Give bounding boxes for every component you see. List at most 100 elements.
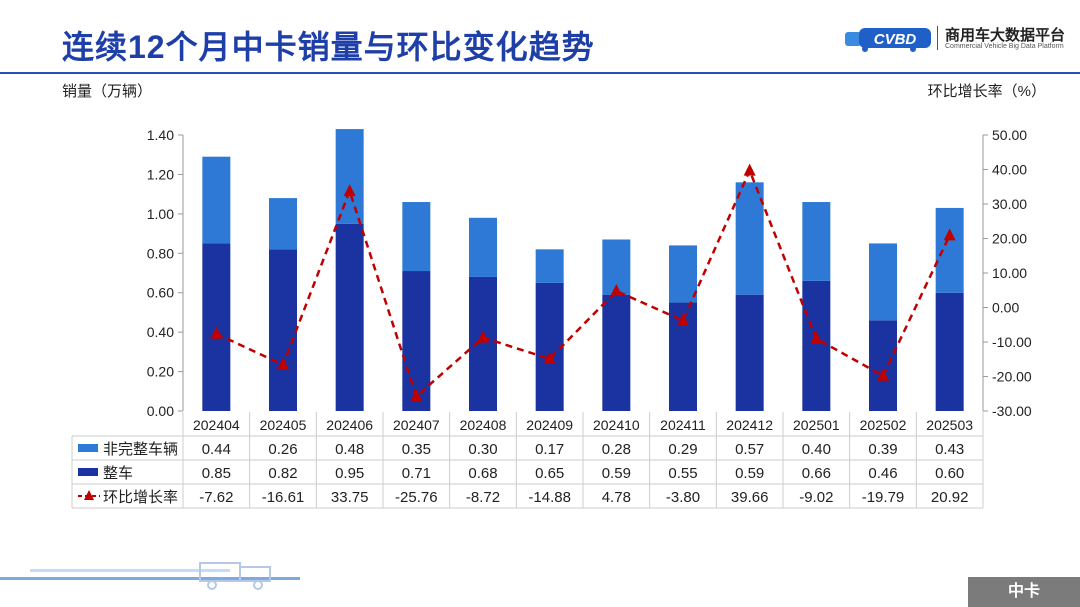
svg-text:CVBD: CVBD <box>874 31 917 48</box>
table-cell: -3.80 <box>666 489 700 506</box>
truck-logo-icon: CVBD <box>845 28 931 52</box>
x-tick-label: 202408 <box>460 417 507 433</box>
table-cell: 0.55 <box>668 465 697 482</box>
x-tick-label: 202412 <box>726 417 773 433</box>
logo-text: 商用车大数据平台 <box>945 27 1066 44</box>
y-tick-label: 0.80 <box>147 245 174 261</box>
y2-tick-label: -10.00 <box>992 334 1032 350</box>
table-cell: 0.71 <box>402 465 431 482</box>
mom-growth-point <box>677 313 689 326</box>
y2-tick-label: 40.00 <box>992 162 1027 178</box>
table-cell: 0.29 <box>668 441 697 458</box>
title-divider <box>0 72 1080 74</box>
y-tick-label: 1.20 <box>147 166 174 182</box>
bar-202412-complete <box>735 294 764 411</box>
mom-growth-point <box>877 368 889 381</box>
y-tick-label: 0.20 <box>147 364 174 380</box>
mom-growth-point <box>477 330 489 343</box>
bar-202502-complete <box>869 320 897 411</box>
bar-202409-complete <box>535 282 564 411</box>
table-cell: 0.26 <box>268 441 297 458</box>
legend-label: 非完整车辆 <box>103 441 178 458</box>
x-tick-label: 202407 <box>393 417 440 433</box>
table-cell: 0.35 <box>402 441 431 458</box>
y-tick-label: 0.00 <box>147 403 174 419</box>
table-cell: 0.59 <box>735 465 764 482</box>
table-cell: 0.28 <box>602 441 631 458</box>
bar-202411-incomplete <box>669 245 697 303</box>
bar-202408-complete <box>469 276 497 411</box>
y2-tick-label: -20.00 <box>992 369 1032 385</box>
table-cell: -16.61 <box>262 489 305 506</box>
logo-subtext: Commercial Vehicle Big Data Platform <box>945 43 1064 50</box>
bar-202408-incomplete <box>469 217 497 277</box>
x-tick-label: 202406 <box>326 417 373 433</box>
bar-202405-complete <box>269 249 297 411</box>
bar-202406-complete <box>335 223 364 411</box>
bar-202502-incomplete <box>869 243 897 321</box>
logo: CVBD 商用车大数据平台 Commercial Vehicle Big Dat… <box>845 24 1075 54</box>
table-cell: 0.40 <box>802 441 831 458</box>
bar-202405-incomplete <box>269 198 297 250</box>
y-tick-label: 0.60 <box>147 285 174 301</box>
x-tick-label: 202502 <box>860 417 907 433</box>
table-cell: 20.92 <box>931 489 969 506</box>
mom-growth-point <box>277 357 289 370</box>
y-tick-label: 1.40 <box>147 127 174 143</box>
legend-label: 环比增长率 <box>103 489 178 506</box>
y2-tick-label: 0.00 <box>992 300 1019 316</box>
y-tick-label: 1.00 <box>147 206 174 222</box>
table-cell: 0.43 <box>935 441 964 458</box>
table-cell: -7.62 <box>199 489 233 506</box>
mom-growth-point <box>743 163 756 176</box>
bar-202410-complete <box>602 294 631 411</box>
x-tick-label: 202503 <box>926 417 973 433</box>
table-cell: 0.17 <box>535 441 564 458</box>
y2-tick-label: 50.00 <box>992 127 1027 143</box>
x-tick-label: 202410 <box>593 417 640 433</box>
y2-tick-label: 10.00 <box>992 265 1027 281</box>
table-cell: 0.46 <box>868 465 897 482</box>
table-cell: -9.02 <box>799 489 833 506</box>
table-cell: 0.48 <box>335 441 364 458</box>
table-cell: 0.95 <box>335 465 364 482</box>
mom-growth-point <box>943 228 956 241</box>
mom-growth-point <box>410 389 423 402</box>
mom-growth-point <box>810 331 823 344</box>
bar-202412-incomplete <box>735 182 764 295</box>
mom-growth-point <box>610 284 623 297</box>
table-cell: 33.75 <box>331 489 369 506</box>
legend-triangle-icon <box>84 490 94 500</box>
y2-tick-label: 30.00 <box>992 196 1027 212</box>
legend-swatch-icon <box>78 444 98 452</box>
truck-decoration-icon <box>0 562 300 590</box>
x-tick-label: 202405 <box>260 417 307 433</box>
table-cell: 0.85 <box>202 465 231 482</box>
legend-label: 整车 <box>103 465 133 482</box>
table-cell: 0.44 <box>202 441 231 458</box>
table-cell: 0.39 <box>868 441 897 458</box>
bar-202407-complete <box>402 271 431 411</box>
y2-tick-label: 20.00 <box>992 231 1027 247</box>
y-axis-label: 销量（万辆） <box>62 83 153 100</box>
x-tick-label: 202411 <box>660 417 706 433</box>
table-cell: -25.76 <box>395 489 438 506</box>
table-cell: 0.59 <box>602 465 631 482</box>
table-cell: 0.30 <box>468 441 497 458</box>
bar-202503-incomplete <box>935 207 964 293</box>
bar-202501-complete <box>802 280 831 411</box>
mom-growth-point <box>543 351 556 364</box>
mom-growth-point <box>343 184 356 197</box>
x-tick-label: 202409 <box>526 417 573 433</box>
bar-202404-incomplete <box>202 156 231 244</box>
table-cell: 0.57 <box>735 441 764 458</box>
mom-growth-point <box>210 326 223 339</box>
x-tick-label: 202404 <box>193 417 240 433</box>
legend-swatch-icon <box>78 468 98 476</box>
table-cell: 0.82 <box>268 465 297 482</box>
y-tick-label: 0.40 <box>147 324 174 340</box>
footer-tag: 中卡 <box>968 577 1080 607</box>
table-cell: -8.72 <box>466 489 500 506</box>
y2-axis-label: 环比增长率（%） <box>927 83 1046 100</box>
